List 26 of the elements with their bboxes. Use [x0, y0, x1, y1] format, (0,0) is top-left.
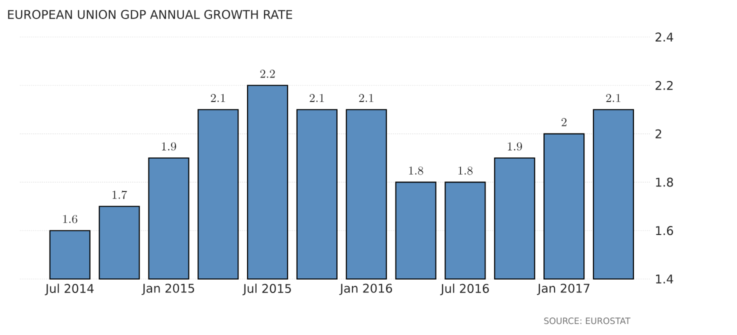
data-label: 1 .8	[458, 166, 473, 175]
x-tick-label: Jan 2016	[339, 284, 392, 296]
x-tick-label: Jan 2015	[142, 284, 194, 296]
y-tick-label: 1.4	[656, 274, 674, 284]
data-label: 2	[562, 118, 566, 126]
data-label: 2. 1	[310, 94, 324, 102]
data-label: 1 .8	[409, 166, 424, 175]
data-label: 2.2	[260, 70, 275, 78]
data-label: 2. 1	[210, 94, 226, 102]
source-note: SOURCE: EUROSTAT	[544, 318, 630, 324]
y-tick-label: 2	[656, 129, 662, 138]
y-tick-label: 2.4	[656, 32, 674, 42]
data-label: 2. 1	[359, 94, 374, 102]
y-tick-label: 1.8	[656, 178, 673, 187]
x-tick-label: Jul 2016	[440, 284, 489, 296]
x-tick-label: Jul 2015	[242, 284, 291, 296]
data-label: 1 .6	[63, 214, 78, 224]
data-label: 1 .9	[162, 142, 176, 151]
x-tick-label: Jan 2017	[536, 284, 590, 296]
y-tick-label: 2.2	[656, 80, 673, 90]
y-tick-label: 1.6	[656, 226, 674, 236]
x-tick-label: Jul 2014	[44, 284, 94, 296]
data-label: 1 .9	[508, 142, 522, 151]
data-label: 2. 1	[606, 94, 620, 102]
chart-title: EUROPEAN UNION GDP ANNUAL GROWTH RATE	[8, 10, 292, 19]
data-label: 1 .7	[112, 190, 128, 200]
